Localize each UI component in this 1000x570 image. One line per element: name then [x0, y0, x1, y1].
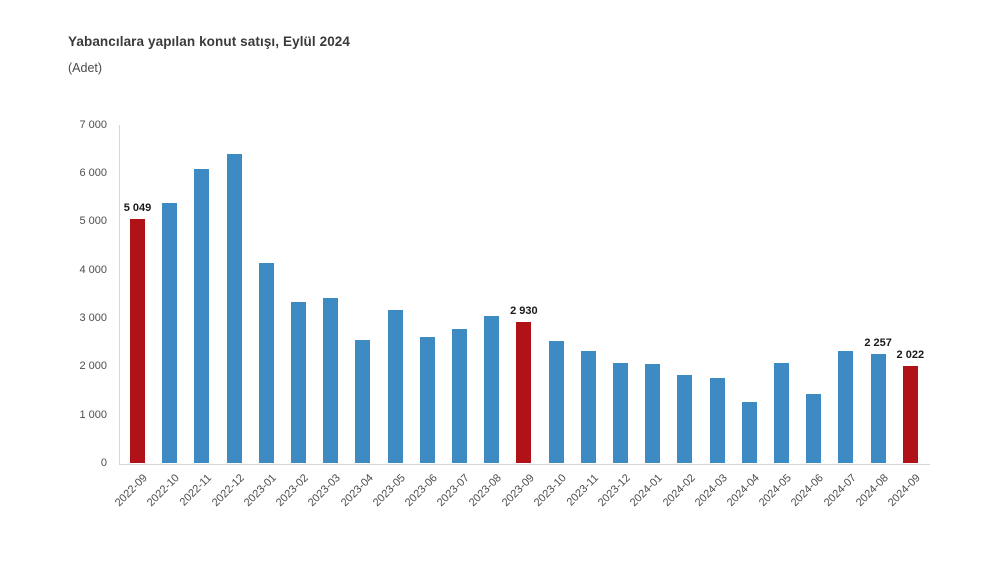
bar-2023-10	[548, 341, 564, 464]
x-tick-label: 2023-09	[499, 472, 537, 510]
x-tick-label: 2024-02	[660, 472, 698, 510]
y-tick-label: 5 000	[79, 215, 107, 228]
x-tick-label: 2024-03	[692, 472, 730, 510]
x-tick-label: 2023-11	[564, 472, 601, 509]
bar-2023-04	[355, 339, 371, 464]
x-tick-label: 2024-04	[724, 472, 762, 510]
y-tick-label: 3 000	[79, 311, 107, 324]
x-tick-label: 2023-08	[467, 472, 505, 510]
chart-unit-label: (Adet)	[68, 61, 103, 75]
x-tick-label: 2023-01	[241, 472, 279, 510]
bar-2023-11	[580, 350, 596, 464]
bar-2022-10	[162, 203, 178, 464]
x-tick-label: 2022-11	[177, 472, 215, 509]
x-tick-label: 2024-05	[756, 472, 794, 510]
bar-2024-05	[774, 363, 789, 464]
y-tick-label: 6 000	[79, 166, 107, 179]
x-tick-label: 2022-09	[112, 472, 150, 510]
bar-2023-08	[484, 316, 500, 464]
bar-2023-07	[452, 328, 467, 464]
bar-2023-06	[419, 336, 435, 464]
bar-value-label: 2 257	[864, 337, 892, 350]
x-tick-label: 2024-09	[885, 472, 923, 510]
bar-2023-12	[613, 363, 628, 464]
x-tick-label: 2023-06	[402, 472, 440, 510]
x-tick-label: 2023-03	[306, 472, 344, 510]
bar-2024-06	[806, 394, 822, 464]
bar-value-label: 5 049	[123, 202, 152, 215]
chart-title: Yabancılara yapılan konut satışı, Eylül …	[68, 34, 351, 49]
bar-2024-04	[741, 402, 757, 464]
bar-value-label: 2 022	[896, 348, 925, 361]
x-tick-label: 2024-08	[853, 472, 891, 510]
x-tick-label: 2023-12	[595, 472, 633, 510]
x-tick-label: 2024-01	[628, 472, 666, 510]
y-tick-label: 2 000	[79, 360, 107, 373]
bar-2024-07	[838, 350, 854, 464]
y-axis-line	[119, 125, 120, 464]
bar-2023-02	[291, 301, 306, 464]
bar-2022-12	[226, 154, 242, 464]
x-tick-label: 2023-05	[370, 472, 408, 510]
bar-2024-09	[902, 365, 918, 464]
x-tick-label: 2024-06	[789, 472, 827, 510]
bar-2024-03	[709, 377, 725, 464]
y-tick-label: 1 000	[79, 408, 107, 421]
x-tick-label: 2022-12	[209, 472, 247, 510]
bar-value-label: 2 930	[510, 304, 538, 317]
bar-2024-01	[645, 363, 661, 464]
bar-2023-03	[323, 298, 339, 464]
x-tick-label: 2024-07	[821, 472, 859, 510]
bar-2024-08	[870, 354, 886, 464]
bar-2022-09	[130, 219, 145, 464]
bar-2023-05	[387, 310, 403, 464]
bar-2024-02	[677, 374, 693, 464]
x-tick-label: 2022-10	[145, 472, 183, 510]
y-tick-label: 0	[100, 457, 107, 469]
x-axis-line	[119, 464, 930, 465]
x-tick-label: 2023-04	[338, 472, 376, 510]
x-tick-label: 2023-07	[434, 472, 472, 510]
bar-2023-01	[258, 262, 274, 464]
y-tick-label: 4 000	[79, 263, 107, 276]
bar-2022-11	[194, 169, 210, 464]
x-tick-label: 2023-02	[273, 472, 311, 510]
bar-2023-09	[516, 321, 532, 464]
x-tick-label: 2023-10	[531, 472, 569, 510]
y-tick-label: 7 000	[79, 118, 107, 131]
